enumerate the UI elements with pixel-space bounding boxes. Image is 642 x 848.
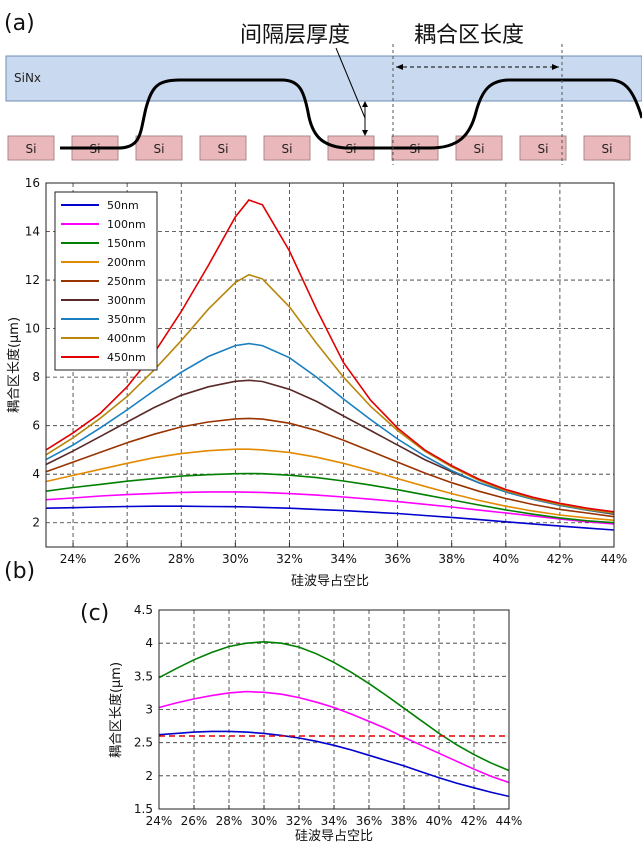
series-line-100nm <box>45 491 615 525</box>
x-tick-label: 26% <box>181 814 208 828</box>
x-tick-label: 36% <box>356 814 383 828</box>
series-line-50nm <box>45 505 615 531</box>
si-block-label: Si <box>538 142 549 156</box>
y-tick-label: 10 <box>25 322 40 336</box>
si-block-label: Si <box>474 142 485 156</box>
arrow-down-icon <box>362 130 368 136</box>
panel-c-grid <box>158 609 510 810</box>
panel-b-x-ticks: 24% 26% 28% 30% 32% 34% 36% 38% 40% 42% 44% <box>60 543 628 566</box>
legend-label-400nm: 400nm <box>107 332 146 345</box>
panel-b-y-axis-title: 耦合区长度(μm) <box>6 317 22 413</box>
panel-a-label: (a) <box>4 11 35 36</box>
x-tick-label: 28% <box>168 552 195 566</box>
x-tick-label: 24% <box>60 552 87 566</box>
x-tick-label: 30% <box>251 814 278 828</box>
spacer-thickness-label: 间隔层厚度 <box>240 23 350 48</box>
x-tick-label: 30% <box>222 552 249 566</box>
y-tick-label: 3.5 <box>134 669 153 683</box>
mode-coupling-curve <box>60 78 642 150</box>
x-tick-label: 28% <box>216 814 243 828</box>
legend-label-200nm: 200nm <box>107 256 146 269</box>
si-block <box>199 135 247 161</box>
panel-c-y-axis-title: 耦合区长度(μm) <box>108 662 124 758</box>
x-tick-label: 40% <box>426 814 453 828</box>
y-tick-label: 3 <box>145 703 153 717</box>
y-tick-label: 12 <box>25 273 40 287</box>
legend-label-250nm: 250nm <box>107 275 146 288</box>
si-block-row: Si Si Si Si Si Si Si Si Si Si <box>7 135 631 161</box>
panel-b-legend: 50nm 100nm 150nm 200nm 250nm 300nm 350nm 400nm 4… <box>54 191 158 371</box>
coupling-length-label: 耦合区长度 <box>414 23 524 48</box>
y-tick-label: 1.5 <box>134 802 153 816</box>
x-tick-label: 44% <box>496 814 523 828</box>
arrow-up-icon <box>362 101 368 107</box>
panel-c-label: (c) <box>80 601 109 626</box>
arrow-right-icon <box>552 64 559 70</box>
series-line <box>158 690 510 784</box>
y-tick-label: 8 <box>32 370 40 384</box>
y-tick-label: 16 <box>25 176 40 190</box>
si-block-label: Si <box>26 142 37 156</box>
panel-c: (c) 24% 26% 28% 30% 32% 34% 36% 38% 40% 42% 44% 1.… <box>80 601 522 844</box>
series-line-400nm <box>45 273 615 514</box>
panel-c-x-axis-title: 硅波导占空比 <box>295 829 373 844</box>
panel-c-x-ticks: 24% 26% 28% 30% 32% 34% 36% 38% 40% 42% 44% <box>146 805 523 828</box>
x-tick-label: 42% <box>547 552 574 566</box>
panel-c-y-ticks: 1.5 2 2.5 3 3.5 4 4.5 <box>134 603 153 816</box>
y-tick-label: 4 <box>32 467 40 481</box>
panel-b-x-axis-title: 硅波导占空比 <box>291 574 369 589</box>
x-tick-label: 44% <box>601 552 628 566</box>
series-line-250nm <box>45 417 615 518</box>
x-tick-label: 32% <box>276 552 303 566</box>
x-tick-label: 26% <box>114 552 141 566</box>
y-tick-label: 2 <box>145 769 153 783</box>
panel-b: (b) 24% 26% 28% 30% 32% 34% 36% 38% 40% 42% 44% 24… <box>4 176 627 589</box>
legend-label-450nm: 450nm <box>107 351 146 364</box>
x-tick-label: 38% <box>438 552 465 566</box>
panel-a: (a) SiNx Si Si Si Si Si Si Si Si Si Si <box>4 11 642 165</box>
si-block-label: Si <box>602 142 613 156</box>
si-block <box>7 135 55 161</box>
x-tick-label: 36% <box>384 552 411 566</box>
y-tick-label: 2 <box>32 516 40 530</box>
si-block <box>135 135 183 161</box>
y-tick-label: 14 <box>25 225 40 239</box>
spacer-leader-line <box>335 47 366 119</box>
y-tick-label: 2.5 <box>134 736 153 750</box>
si-block <box>519 135 567 161</box>
series-line <box>158 640 510 772</box>
legend-label-300nm: 300nm <box>107 294 146 307</box>
panel-b-plot-frame <box>45 182 615 548</box>
y-tick-label: 4.5 <box>134 603 153 617</box>
y-tick-label: 6 <box>32 419 40 433</box>
series-line-350nm <box>45 342 615 515</box>
y-tick-label: 4 <box>145 636 153 650</box>
series-line-150nm <box>45 472 615 524</box>
x-tick-label: 34% <box>321 814 348 828</box>
series-line <box>158 730 510 798</box>
x-tick-label: 40% <box>492 552 519 566</box>
x-tick-label: 34% <box>330 552 357 566</box>
panel-b-y-ticks: 2 4 6 8 10 12 14 16 <box>25 176 40 530</box>
legend-label-350nm: 350nm <box>107 313 146 326</box>
x-tick-label: 24% <box>146 814 173 828</box>
si-block-label: Si <box>154 142 165 156</box>
legend-label-50nm: 50nm <box>107 199 139 212</box>
legend-label-150nm: 150nm <box>107 237 146 250</box>
panel-b-label: (b) <box>4 559 35 584</box>
si-block-label: Si <box>218 142 229 156</box>
legend-label-100nm: 100nm <box>107 218 146 231</box>
sinx-label: SiNx <box>14 71 41 85</box>
x-tick-label: 32% <box>286 814 313 828</box>
x-tick-label: 38% <box>391 814 418 828</box>
si-block <box>263 135 311 161</box>
arrow-left-icon <box>396 64 403 70</box>
si-block <box>455 135 503 161</box>
si-block <box>583 135 631 161</box>
panel-c-series <box>158 640 510 798</box>
x-tick-label: 42% <box>461 814 488 828</box>
series-line-200nm <box>45 448 615 522</box>
si-block-label: Si <box>282 142 293 156</box>
